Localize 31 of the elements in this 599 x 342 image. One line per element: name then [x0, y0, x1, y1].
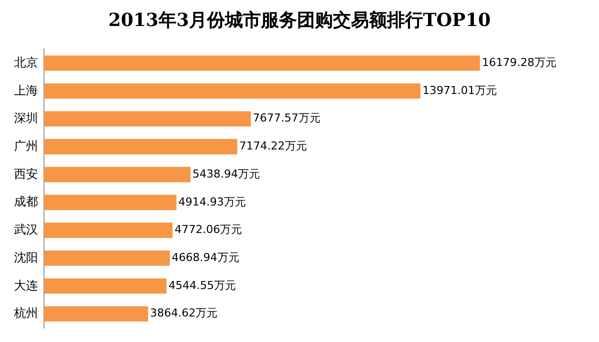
data-label: 4668.94万元 [172, 251, 240, 264]
bar [44, 278, 166, 294]
data-label: 7174.22万元 [239, 140, 307, 153]
bar [44, 139, 238, 154]
y-tick-label: 北京 [14, 55, 38, 70]
bar [44, 83, 420, 99]
bar [44, 222, 173, 238]
data-label: 4772.06万元 [174, 223, 242, 236]
y-tick-label: 大连 [14, 278, 38, 292]
data-label: 4544.55万元 [168, 278, 236, 292]
data-label: 13971.01万元 [422, 84, 497, 97]
bar [44, 111, 251, 127]
y-tick-label: 杭州 [13, 306, 38, 320]
y-tick-label: 成都 [14, 194, 38, 209]
data-label: 4914.93万元 [178, 195, 246, 208]
y-tick-label: 西安 [14, 166, 38, 181]
data-label: 5438.94万元 [192, 167, 260, 180]
y-tick-label: 武汉 [14, 222, 38, 237]
data-label: 16179.28万元 [482, 56, 556, 69]
bar [44, 55, 480, 71]
bar [44, 306, 148, 322]
bar [44, 166, 191, 182]
data-label: 7677.57万元 [252, 112, 320, 125]
data-label: 3864.62万元 [150, 306, 218, 320]
y-tick-label: 广州 [14, 139, 38, 154]
bar [44, 250, 170, 266]
bar [44, 194, 176, 210]
y-tick-label: 沈阳 [14, 250, 38, 264]
chart-title: 2013年3月份城市服务团购交易额排行TOP10 [107, 9, 492, 32]
y-tick-label: 上海 [14, 83, 38, 98]
y-tick-label: 深圳 [14, 111, 38, 126]
